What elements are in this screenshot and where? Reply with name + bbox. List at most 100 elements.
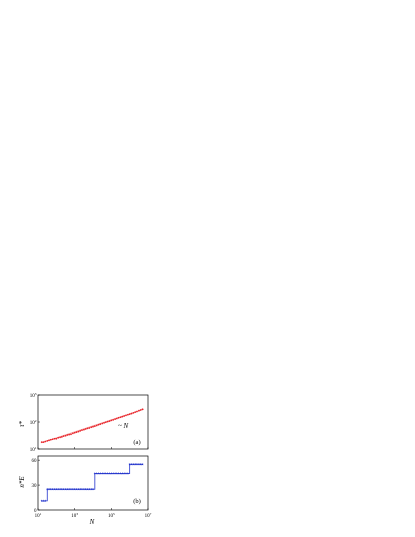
panel-a-point [97, 423, 100, 426]
panel-a-point [51, 438, 54, 441]
panel-b-point [130, 463, 133, 466]
panel-b-point [126, 472, 130, 475]
panel-a-point [114, 418, 116, 421]
panel-a-point [136, 410, 138, 413]
panel-b-point [132, 463, 135, 466]
panel-a-label: (a) [133, 439, 140, 446]
panel-a-point [103, 421, 105, 424]
panel-b-point [78, 487, 82, 491]
panel-a-point [57, 436, 60, 439]
panel-a-point [86, 427, 89, 430]
panel-b-point [121, 472, 124, 475]
panel-b-point [71, 487, 75, 491]
panel-a-point [128, 413, 131, 416]
panel-b-point [101, 472, 104, 475]
panel-b-ytick-label: 0 [34, 509, 37, 514]
panel-a-point [95, 424, 98, 427]
panel-b-point [115, 472, 119, 475]
panel-a-point [83, 428, 85, 431]
panel-b-ylabel: n*E [18, 476, 26, 488]
panel-a-point [68, 433, 71, 436]
panel-b-point [73, 487, 76, 491]
panel-a-point [132, 411, 135, 414]
panel-a-point [62, 435, 65, 438]
panel-b-point [62, 487, 65, 491]
panel-b-point [113, 472, 117, 475]
panel-a-point [112, 418, 115, 421]
panel-a-point [92, 425, 94, 428]
panel-a-point [64, 434, 67, 437]
panel-b-point [102, 472, 106, 475]
panel-a-point [93, 425, 96, 428]
panel-b-point [111, 472, 115, 475]
panel-a-point [88, 427, 91, 429]
panel-b-point [135, 463, 139, 466]
panel-b-point [95, 472, 98, 475]
panel-b-point [44, 499, 47, 502]
panel-b-point [122, 472, 126, 475]
panel-b-point [75, 487, 78, 491]
panel-a-point [139, 409, 142, 411]
panel-b-frame [37, 455, 149, 511]
panel-a-point [134, 411, 137, 414]
panel-b-point [46, 487, 49, 491]
panel-b-point [80, 487, 84, 491]
panel-a-point [53, 437, 56, 440]
panel-b-ticks: 101 103 105 107 0 30 60 [32, 459, 152, 519]
panel-b-point [58, 487, 62, 491]
panel-b-point [66, 487, 69, 491]
panel-b-step-line [41, 463, 143, 502]
panel-a-point [123, 415, 126, 417]
panel-a: 101 102 103 (a) ~ N τ* [18, 392, 149, 453]
panel-b-point [77, 487, 80, 491]
panel-a-point [119, 416, 122, 419]
panel-a-point [108, 420, 111, 422]
panel-a-point [110, 419, 113, 422]
panel-b-xtick-label: 103 [71, 512, 78, 519]
panel-a-point [49, 438, 52, 441]
panel-b-point [133, 463, 137, 466]
panel-a-ylabel: τ* [18, 421, 26, 428]
panel-b-point [60, 487, 64, 491]
panel-b-point [53, 487, 56, 491]
panel-a-point [130, 412, 133, 415]
panel-b-point [108, 472, 111, 475]
panel-b-point [55, 487, 58, 491]
panel-b-marks [40, 463, 144, 502]
panel-b-point [67, 487, 71, 491]
panel-a-point [79, 429, 82, 432]
panel-b-xlabel: N [89, 518, 95, 526]
panel-b-point [64, 487, 67, 491]
panel-b-point [89, 487, 93, 491]
panel-b-point [86, 487, 89, 491]
panel-a-point [101, 422, 104, 425]
panel-a-point [77, 430, 80, 433]
panel-b-point [117, 472, 120, 475]
panel-a-frame [37, 394, 149, 450]
panel-a-point [73, 431, 76, 434]
panel-a-point [42, 441, 45, 444]
panel-a-point [66, 434, 69, 436]
panel-b-xtick-label: 101 [35, 512, 42, 519]
panel-a-point [117, 416, 120, 419]
panel-b-point [88, 487, 91, 491]
panel-b-point [42, 499, 45, 502]
panel-b-point [139, 463, 142, 466]
panel-b-point [93, 472, 97, 475]
panel-a-point [90, 426, 93, 429]
panel-b-point [51, 487, 54, 491]
panel-b-xtick-label: 107 [145, 512, 152, 519]
panel-b-point [110, 472, 113, 475]
panel-a-point [71, 432, 74, 435]
panel-a-point [84, 428, 87, 430]
panel-b-point [128, 463, 131, 466]
panel-b-point [47, 487, 51, 491]
panel-b-label: (b) [133, 498, 141, 505]
panel-a-point [141, 408, 144, 411]
panel-a-point [106, 420, 109, 423]
panel-a-point [44, 440, 47, 443]
panel-b-point [40, 499, 43, 502]
panel-a-annotation: ~ N [118, 422, 129, 430]
panel-a-point [138, 409, 140, 412]
panel-a-ticks: 101 102 103 [30, 392, 149, 453]
